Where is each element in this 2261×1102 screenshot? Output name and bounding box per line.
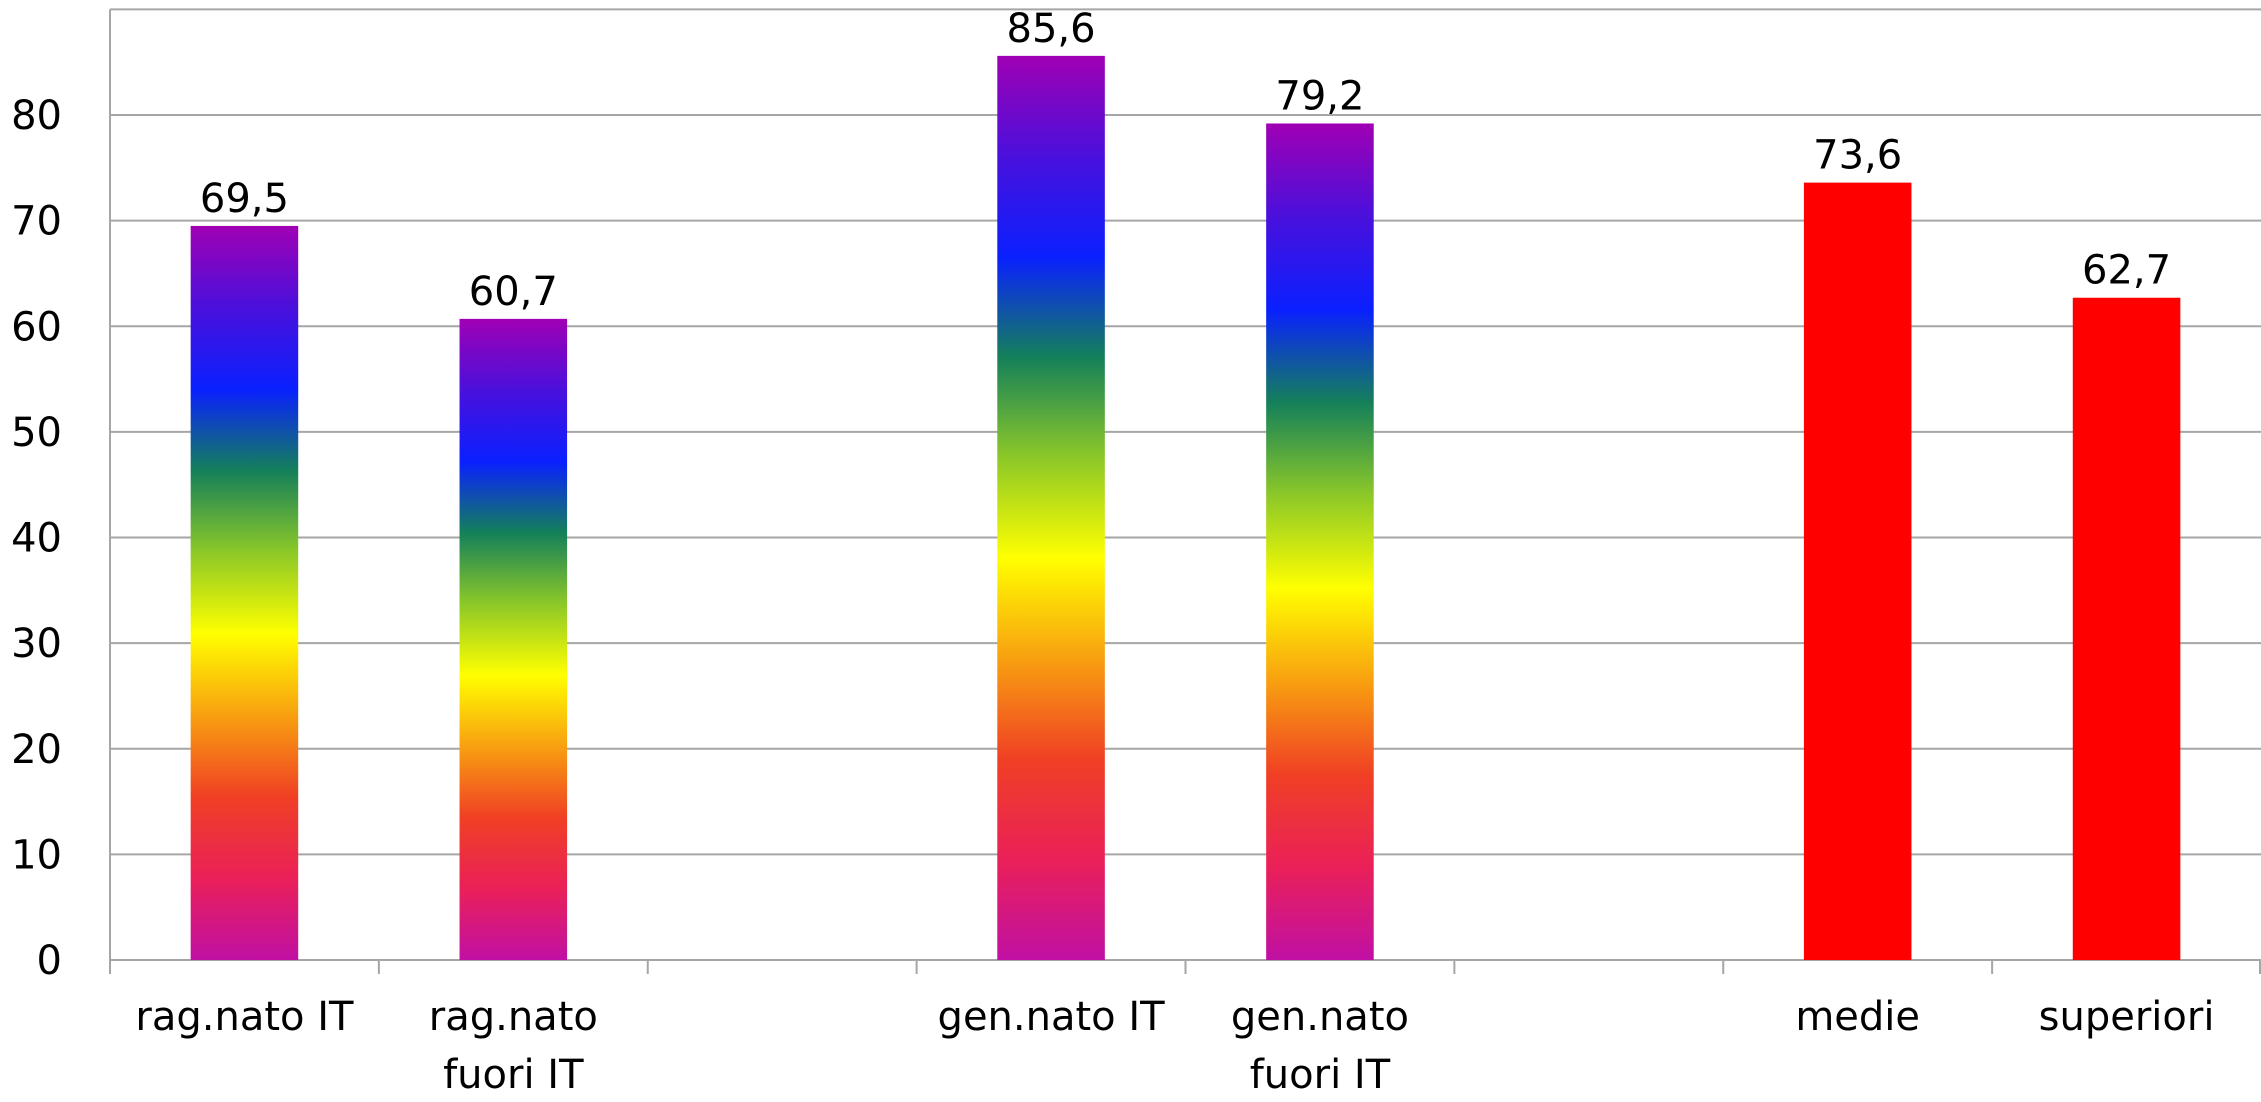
- bar: [2072, 297, 2181, 960]
- y-tick-label: 30: [11, 621, 62, 667]
- data-label: 60,7: [469, 269, 558, 315]
- x-tick-label: gen.nato fuori IT: [1231, 994, 1409, 1098]
- y-tick-label: 60: [11, 304, 62, 350]
- x-tick-label: rag.nato fuori IT: [429, 994, 598, 1098]
- y-tick-label: 20: [11, 727, 62, 773]
- bar: [1803, 182, 1912, 961]
- x-tick-label: gen.nato IT: [938, 994, 1166, 1040]
- data-label: 85,6: [1007, 6, 1096, 52]
- y-tick-label: 0: [37, 938, 62, 984]
- data-label: 79,2: [1275, 73, 1364, 119]
- data-label: 69,5: [200, 176, 289, 222]
- bar: [459, 318, 568, 960]
- data-label: 73,6: [1813, 133, 1902, 179]
- y-tick-label: 10: [11, 832, 62, 878]
- bar: [190, 225, 299, 961]
- y-tick-label: 70: [11, 199, 62, 245]
- y-tick-label: 40: [11, 516, 62, 562]
- x-tick-label: medie: [1795, 994, 1920, 1040]
- bar: [997, 55, 1105, 960]
- bar: [1266, 123, 1374, 961]
- data-label: 62,7: [2082, 248, 2171, 294]
- x-tick-label: rag.nato IT: [135, 994, 354, 1040]
- y-tick-label: 50: [11, 410, 62, 456]
- y-tick-label: 80: [11, 93, 62, 139]
- x-tick-label: superiori: [2039, 994, 2215, 1040]
